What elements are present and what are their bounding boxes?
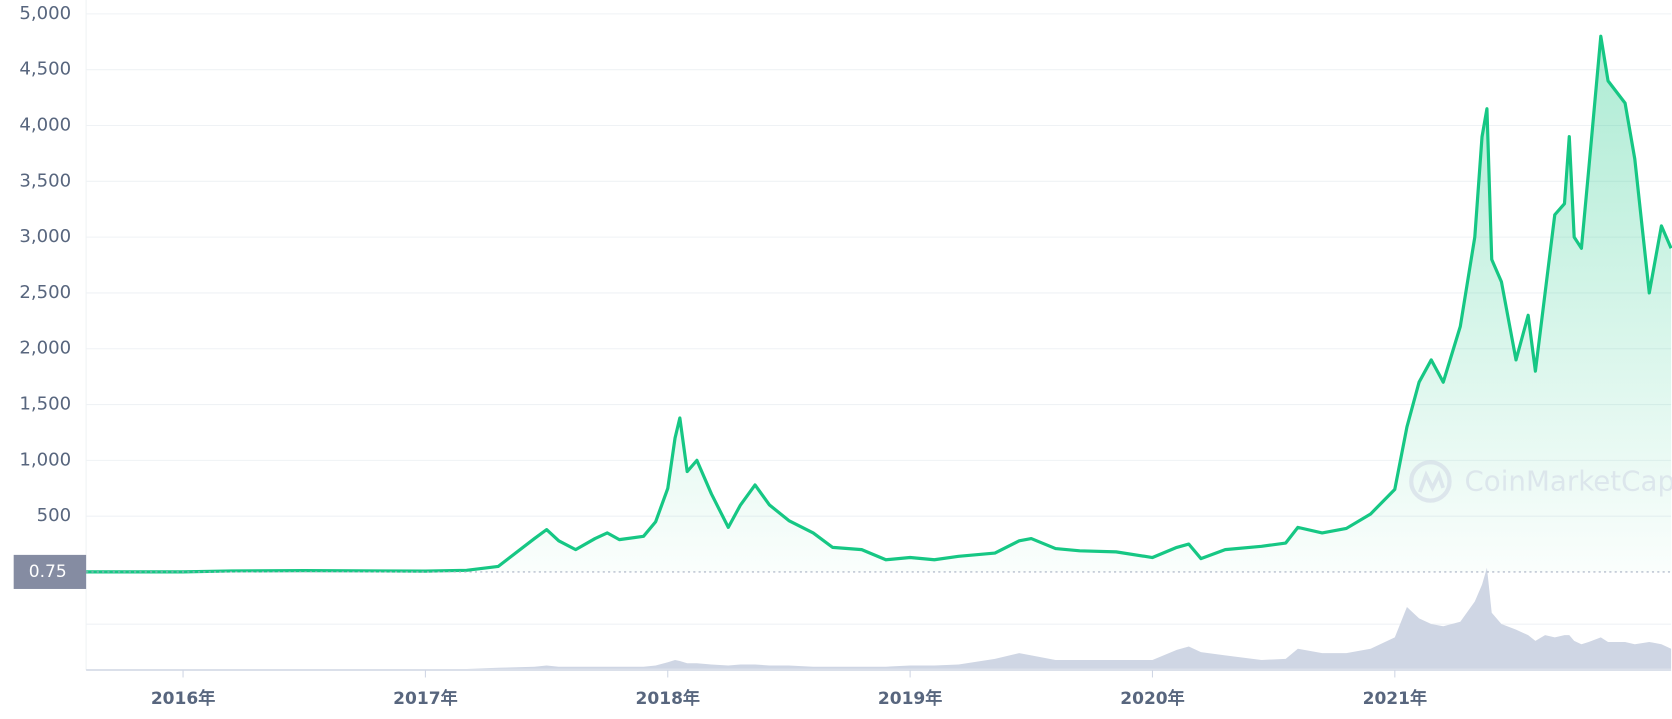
reference-label-box: [13, 554, 87, 589]
reference-label: 0.75: [29, 562, 67, 582]
watermark-text: CoinMarketCap: [1464, 465, 1672, 498]
y-tick-label: 1,500: [19, 394, 71, 415]
x-tick-label: 2021年: [1363, 688, 1427, 709]
x-tick-label: 2020年: [1120, 688, 1184, 709]
y-tick-label: 4,000: [19, 114, 71, 135]
volume-area: [86, 567, 1672, 669]
y-tick-label: 1,000: [19, 449, 71, 470]
price-area: [86, 36, 1672, 573]
y-tick-label: 4,500: [19, 59, 71, 80]
y-tick-label: 2,500: [19, 282, 71, 303]
x-tick-label: 2018年: [636, 688, 700, 709]
x-tick-label: 2017年: [393, 688, 457, 709]
x-tick-label: 2019年: [878, 688, 942, 709]
y-tick-label: 500: [37, 505, 72, 526]
y-tick-label: 3,000: [19, 226, 71, 247]
price-line: [86, 34, 1672, 574]
y-tick-label: 2,000: [19, 338, 71, 359]
x-tick-label: 2016年: [151, 688, 215, 709]
y-tick-label: 3,500: [19, 170, 71, 191]
y-tick-label: 5,000: [19, 3, 71, 24]
watermark: CoinMarketCap: [1409, 460, 1672, 503]
